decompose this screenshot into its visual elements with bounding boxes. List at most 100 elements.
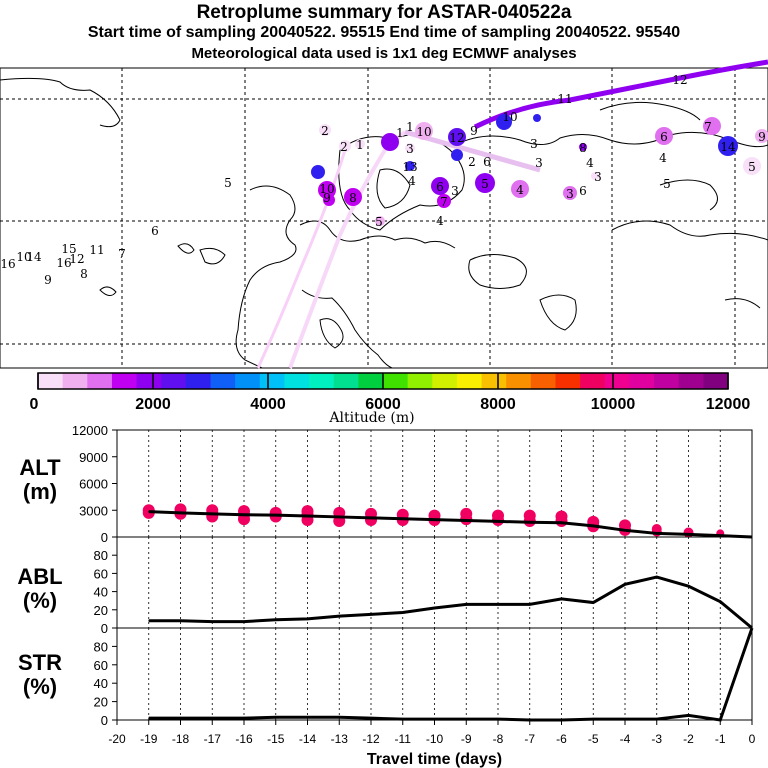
trajectory-upper xyxy=(473,59,768,130)
colorbar-segment-24 xyxy=(629,373,655,389)
time-series-panels: 030006000900012000020406080020406080-20-… xyxy=(72,423,756,768)
colorbar-tick-label-1: 2000 xyxy=(135,396,171,413)
map-day-label-19: 9 xyxy=(323,191,331,205)
colorbar-segment-4 xyxy=(136,373,162,389)
panel-2-ytick-label-1: 20 xyxy=(94,695,108,710)
plume-centroid-8 xyxy=(533,114,541,122)
map-day-label-3: 1 xyxy=(396,126,404,140)
panel-1-point-4 xyxy=(275,619,277,621)
x-tick-label-3: -17 xyxy=(204,732,222,746)
map-day-label-9: 10 xyxy=(502,110,517,124)
panel-0-point-13 xyxy=(561,522,562,524)
panel-2-point-17 xyxy=(688,714,689,716)
panel-0-point-11 xyxy=(497,520,499,522)
map-day-label-40: 5 xyxy=(375,215,383,229)
panel-0-ytick-label-3: 9000 xyxy=(79,450,108,465)
panel-0-point-6 xyxy=(338,516,340,518)
plume-centroid-10 xyxy=(318,181,336,199)
panel-1-point-5 xyxy=(307,618,308,620)
colorbar-segment-17 xyxy=(456,373,483,389)
colorbar-segment-12 xyxy=(333,373,359,389)
colorbar-segment-26 xyxy=(678,373,704,389)
map-day-label-47: 12 xyxy=(69,252,84,266)
panel-0-point-8 xyxy=(402,518,404,520)
panel-2-point-7 xyxy=(370,717,372,719)
plume-centroid-0 xyxy=(319,124,331,136)
sampling-times: Start time of sampling 20040522. 95515 E… xyxy=(87,24,681,41)
panel-2-series-line xyxy=(148,627,754,722)
colorbar-segment-2 xyxy=(87,373,113,389)
map-day-label-25: 7 xyxy=(440,195,448,209)
panel-0-ytick-label-4: 12000 xyxy=(72,423,108,438)
panel-1-ytick-label-0: 0 xyxy=(101,621,108,636)
altitude-colorbar: 0 2000 4000 6000 8000 10000 12000 xyxy=(30,372,750,413)
x-tick-label-6: -14 xyxy=(299,732,317,746)
map-day-label-32: 6 xyxy=(660,130,668,144)
map-day-label-45: 15 xyxy=(61,242,76,256)
map-day-label-30: 4 xyxy=(659,151,667,165)
panel-0-point-0 xyxy=(148,511,150,513)
panel-1-point-17 xyxy=(688,585,689,587)
panel-0-point-4 xyxy=(275,514,277,516)
x-tick-label-5: -15 xyxy=(267,732,285,746)
colorbar-tick-label-0: 0 xyxy=(30,396,39,413)
plume-centroid-27 xyxy=(591,172,599,180)
colorbar-segment-15 xyxy=(407,373,433,389)
panel-1-point-9 xyxy=(434,607,435,609)
panel-1-series-line xyxy=(148,575,753,630)
panel-1-point-13 xyxy=(561,598,562,600)
colorbar-tick-label-4: 8000 xyxy=(480,396,516,413)
plume-centroid-5 xyxy=(405,143,415,153)
panel-0-ytick-label-0: 0 xyxy=(101,530,108,545)
panel-0-series-line xyxy=(148,510,753,539)
x-tick-label-7: -13 xyxy=(331,732,349,746)
x-axis-label: Travel time (days) xyxy=(367,751,502,768)
panel-0-point-16 xyxy=(656,532,658,534)
plume-centroid-23 xyxy=(579,143,587,151)
panel-2-point-3 xyxy=(243,717,245,719)
map-day-label-0: 2 xyxy=(321,124,329,138)
map-day-label-37: 8 xyxy=(579,141,587,155)
colorbar-segment-27 xyxy=(703,373,729,389)
x-tick-label-0: -20 xyxy=(108,732,126,746)
plume-centroid-6 xyxy=(448,128,466,146)
x-tick-label-20: 0 xyxy=(749,732,756,746)
x-tick-label-12: -8 xyxy=(493,732,504,746)
map-day-label-11: 12 xyxy=(672,73,687,87)
panel-2-point-11 xyxy=(497,718,499,720)
x-tick-label-16: -4 xyxy=(620,732,631,746)
map-day-label-6: 3 xyxy=(406,142,414,156)
plume-centroid-26 xyxy=(375,216,385,226)
plume-centroid-4 xyxy=(415,122,433,140)
abl-panel-label: ABL (%) xyxy=(0,565,80,613)
trajectory-lowlevel-2 xyxy=(256,149,347,369)
panel-1-point-1 xyxy=(180,620,181,622)
panel-0-point-9 xyxy=(434,519,435,521)
panel-0-point-7 xyxy=(370,517,372,519)
map-day-label-29: 6 xyxy=(579,184,587,198)
colorbar-segment-11 xyxy=(309,373,335,389)
str-unit: (%) xyxy=(22,674,58,699)
colorbar-tick-label-5: 10000 xyxy=(591,396,636,413)
colorbar-tick-label-3: 6000 xyxy=(365,396,401,413)
alt-scatter-point-30 xyxy=(555,514,568,527)
map-day-label-35: 9 xyxy=(758,130,766,144)
panel-1-ytick-label-1: 20 xyxy=(94,603,108,618)
panel-2-ytick-label-4: 80 xyxy=(94,639,108,654)
alt-label: ALT xyxy=(19,455,61,480)
map-day-label-10: 11 xyxy=(557,92,572,106)
map-day-label-49: 7 xyxy=(118,247,126,261)
colorbar-segment-1 xyxy=(62,373,88,389)
x-tick-label-2: -18 xyxy=(172,732,190,746)
panel-2-point-16 xyxy=(656,718,658,720)
alt-scatter-point-18 xyxy=(365,514,377,527)
map-day-label-43: 10 xyxy=(16,250,31,264)
map-day-label-22: 3 xyxy=(451,184,459,198)
panel-0-point-14 xyxy=(592,525,594,527)
colorbar-title: Altitude (m) xyxy=(328,410,414,426)
colorbar-segment-10 xyxy=(284,373,310,389)
panel-2-point-1 xyxy=(180,717,181,719)
met-data-note: Meteorological data used is 1x1 deg ECMW… xyxy=(191,45,577,62)
map-day-label-42: 16 xyxy=(0,257,15,271)
map-day-label-44: 14 xyxy=(26,250,42,264)
